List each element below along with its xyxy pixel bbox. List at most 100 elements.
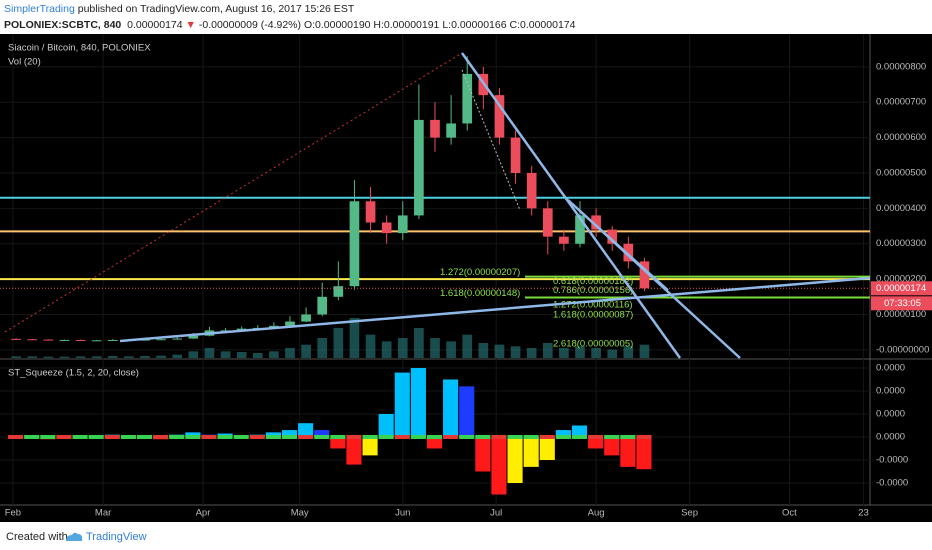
chart: Feb Mar Apr May Jun Jul Aug Sep Oct 23 0.00000800 0… [0, 34, 932, 522]
header: SimplerTrading published on TradingView.… [0, 0, 932, 34]
volume-bar [526, 348, 537, 358]
squeeze-dot [426, 434, 443, 439]
volume-bar [623, 346, 634, 358]
volume-bar [365, 334, 376, 358]
candle-body [462, 73, 473, 124]
candle-body [381, 222, 392, 234]
candle-body [11, 338, 21, 340]
volume-bar [301, 344, 311, 358]
y-tick-label: 0.00000600 [876, 132, 926, 143]
volume-bar [124, 356, 134, 358]
squeeze-bar [636, 436, 652, 470]
candle-body [446, 123, 456, 138]
squeeze-dot [362, 434, 378, 439]
squeeze-dot [330, 434, 346, 439]
squeeze-dot [136, 434, 153, 439]
chart-title: ST_Squeeze (1.5, 2, 20, close) [8, 368, 139, 379]
squeeze-dot [8, 434, 24, 439]
squeeze-dot [314, 434, 330, 439]
x-tick-label: Oct [782, 508, 797, 519]
candle-body [526, 172, 537, 209]
squeeze-bar [459, 386, 475, 437]
y-tick-label: 0.00000400 [876, 203, 926, 214]
x-tick-label: Feb [5, 508, 21, 519]
candle-body [91, 340, 102, 342]
squeeze-dot [571, 434, 588, 439]
last: 0.00000174 [127, 19, 183, 31]
footer: Created with TradingView [0, 522, 932, 550]
candle-body [542, 208, 553, 237]
candle-body [510, 137, 521, 173]
y-tick-label: 0.0000 [876, 408, 905, 419]
x-tick-label: Jul [490, 508, 502, 519]
published: published on TradingView.com, August 16,… [77, 3, 355, 15]
squeeze-bar [281, 430, 298, 437]
candle-body [365, 201, 376, 223]
brand[interactable]: TradingView [86, 531, 147, 543]
fib-label: 1.272(0.00000116) [553, 299, 633, 310]
squeeze-dot [88, 434, 104, 439]
squeeze-dot [185, 434, 201, 439]
squeeze-bar [539, 436, 555, 460]
candle-body [397, 215, 408, 234]
y-tick-label: 0.0000 [876, 385, 905, 396]
candle-body [172, 338, 183, 340]
fib-label: 1.272(0.00000207) [440, 267, 520, 278]
volume-bar [478, 343, 489, 358]
x-tick-label: Apr [196, 508, 211, 519]
trend-line [567, 199, 669, 291]
squeeze-dot [459, 434, 475, 439]
volume-bar [220, 351, 231, 358]
squeeze-dot [410, 434, 426, 439]
squeeze-dot [539, 434, 555, 439]
volume-bar [59, 356, 70, 358]
volume-label: Vol (20) [8, 57, 41, 68]
ohlc: H:0.00000191 [373, 19, 440, 31]
x-tick-label: Sep [681, 508, 698, 519]
squeeze-dot [555, 434, 571, 439]
y-tick-label: 0.00000800 [876, 61, 926, 72]
y-tick-label: -0.0000 [876, 478, 908, 489]
volume-bar [156, 355, 166, 358]
fib-label: 0.786(0.00000156) [553, 285, 633, 296]
squeeze-bar [475, 436, 491, 472]
trend-line [460, 52, 682, 359]
squeeze-dot [475, 434, 491, 439]
squeeze-bar [491, 436, 507, 495]
squeeze-bar [330, 436, 346, 449]
y-tick-label: -0.0000 [876, 455, 908, 466]
volume-bar [430, 338, 440, 358]
squeeze-dot [233, 434, 249, 439]
candle-body [414, 119, 424, 216]
volume-bar [559, 348, 569, 358]
squeeze-dot [507, 434, 523, 439]
x-tick-label: Jun [395, 508, 410, 519]
squeeze-bar [523, 436, 539, 467]
author[interactable]: SimplerTrading [4, 3, 75, 15]
squeeze-dot [104, 434, 120, 439]
trend-line [4, 52, 463, 333]
candle-body [349, 201, 360, 287]
squeeze-dot [523, 434, 539, 439]
candle-body [430, 119, 440, 138]
volume-bar [494, 344, 505, 358]
squeeze-bar [426, 436, 443, 449]
candle-body [623, 243, 634, 262]
fib-label: 2.618(0.00000005) [553, 339, 633, 350]
change: -0.00000009 (-4.92%) [198, 19, 302, 31]
volume-bar [236, 352, 247, 358]
fib-label: 1.618(0.00000148) [440, 288, 520, 299]
volume-bar [349, 318, 360, 358]
squeeze-dot [281, 434, 298, 439]
volume-bar [43, 356, 54, 358]
squeeze-bar [185, 432, 201, 437]
volume-bar [107, 356, 118, 358]
squeeze-bar [378, 413, 394, 437]
y-tick-label: 0.0000 [876, 432, 905, 443]
squeeze-dot [201, 434, 217, 439]
candle-body [43, 339, 54, 341]
squeeze-bar [346, 436, 362, 465]
trend-line [461, 69, 521, 211]
candle-body [333, 286, 344, 297]
